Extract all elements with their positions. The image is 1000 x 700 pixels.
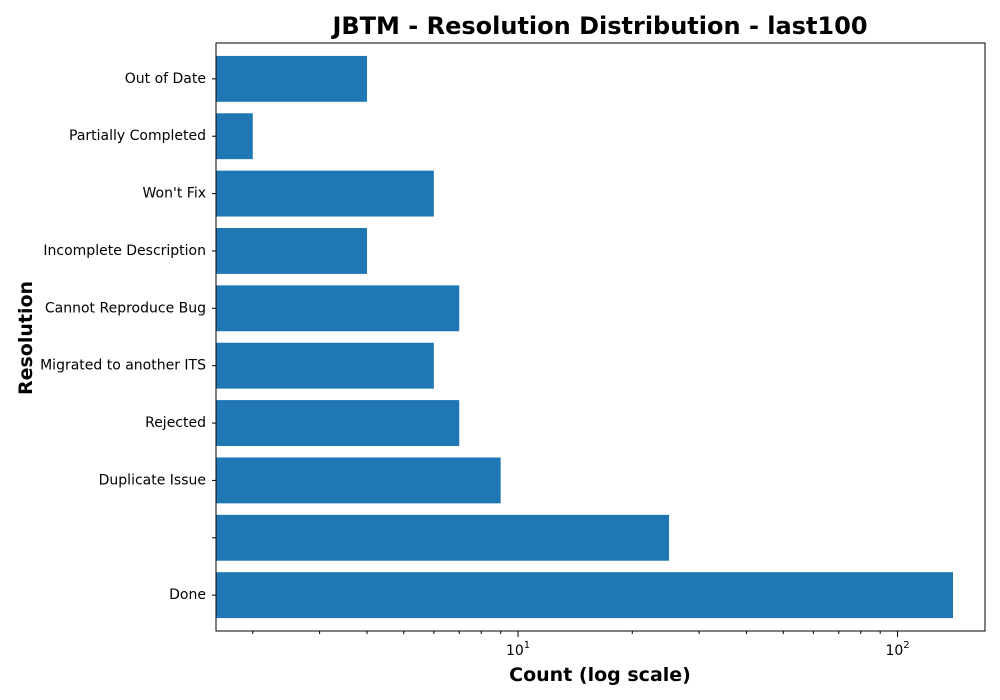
bar	[216, 342, 434, 389]
y-tick-label: Duplicate Issue	[99, 472, 206, 488]
x-tick-label: 101	[506, 640, 530, 659]
y-tick-label: Done	[169, 587, 206, 603]
y-tick-label: Cannot Reproduce Bug	[45, 300, 206, 316]
bar	[216, 572, 953, 619]
y-tick-label: Partially Completed	[69, 128, 206, 144]
y-tick-label: Won't Fix	[143, 186, 206, 202]
bar	[216, 285, 460, 332]
bar	[216, 400, 460, 446]
bar	[216, 457, 501, 504]
y-axis-label: Resolution	[15, 281, 37, 395]
bar	[216, 170, 434, 217]
plot-frame	[215, 42, 986, 632]
bar	[216, 113, 253, 160]
y-tick-label: Incomplete Description	[43, 243, 206, 259]
y-tick-label: Migrated to another ITS	[40, 358, 206, 374]
bars-group	[216, 55, 953, 619]
y-tick-label: Rejected	[145, 415, 206, 431]
bar	[216, 514, 670, 561]
x-axis-label: Count (log scale)	[509, 664, 691, 686]
chart-title: JBTM - Resolution Distribution - last100	[330, 12, 867, 40]
y-tick-label: Out of Date	[125, 71, 206, 87]
x-ticks: 101 102	[252, 631, 910, 659]
bar	[216, 228, 368, 274]
x-tick-label: 102	[885, 640, 909, 659]
y-ticks: Done Duplicate Issue Rejected Migrated to a…	[40, 71, 216, 603]
bar	[216, 55, 368, 102]
